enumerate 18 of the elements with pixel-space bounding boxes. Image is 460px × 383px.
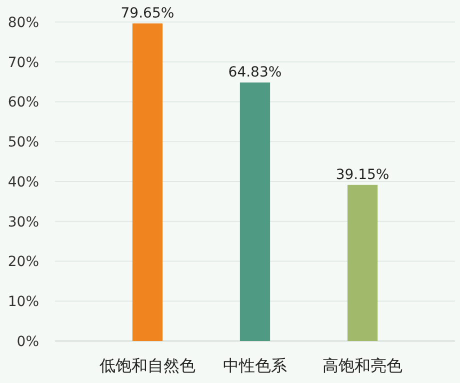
bar xyxy=(240,82,270,341)
bar xyxy=(132,23,163,341)
y-tick-label: 0% xyxy=(16,334,39,350)
x-tick-label: 中性色系 xyxy=(223,356,287,375)
y-tick-label: 50% xyxy=(8,134,39,151)
y-tick-label: 70% xyxy=(8,54,39,71)
data-label: 79.65% xyxy=(120,5,174,22)
x-tick-label: 高饱和亮色 xyxy=(322,356,403,375)
bar xyxy=(347,184,378,341)
data-label: 64.83% xyxy=(228,64,282,80)
data-label: 39.15% xyxy=(336,166,390,183)
y-tick-label: 30% xyxy=(8,214,39,230)
x-tick-label: 低饱和自然色 xyxy=(99,356,196,375)
y-tick-label: 10% xyxy=(8,294,39,310)
y-tick-label: 60% xyxy=(8,94,39,111)
y-tick-label: 40% xyxy=(8,174,39,190)
y-tick-label: 20% xyxy=(8,254,39,270)
y-tick-label: 80% xyxy=(8,14,39,31)
